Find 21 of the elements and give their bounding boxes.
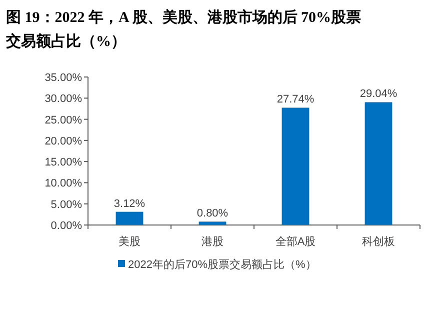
y-tick-label: 10.00% bbox=[44, 178, 82, 190]
y-tick-label: 25.00% bbox=[44, 114, 82, 126]
y-tick-label: 35.00% bbox=[44, 72, 82, 84]
data-label: 0.80% bbox=[196, 208, 228, 220]
x-tick-label: 全部A股 bbox=[275, 235, 316, 248]
y-tick-label: 15.00% bbox=[44, 156, 82, 169]
bar bbox=[364, 102, 392, 225]
data-label: 27.74% bbox=[276, 94, 314, 106]
y-tick-label: 30.00% bbox=[44, 93, 82, 106]
x-tick-label: 美股 bbox=[118, 235, 140, 248]
bar bbox=[282, 108, 310, 225]
y-tick-label: 5.00% bbox=[50, 198, 82, 211]
chart-title: 图 19：2022 年，A 股、美股、港股市场的后 70%股票交易额占比（%） bbox=[5, 8, 362, 50]
x-tick-label: 科创板 bbox=[362, 236, 395, 248]
y-tick-label: 0.00% bbox=[50, 220, 82, 232]
data-label: 3.12% bbox=[114, 198, 146, 210]
x-tick-label: 港股 bbox=[202, 235, 224, 248]
data-label: 29.04% bbox=[360, 88, 398, 100]
y-tick-label: 20.00% bbox=[44, 135, 82, 148]
bar bbox=[116, 212, 144, 225]
legend-label: 2022年的后70%股票交易额占比（%） bbox=[128, 258, 316, 271]
